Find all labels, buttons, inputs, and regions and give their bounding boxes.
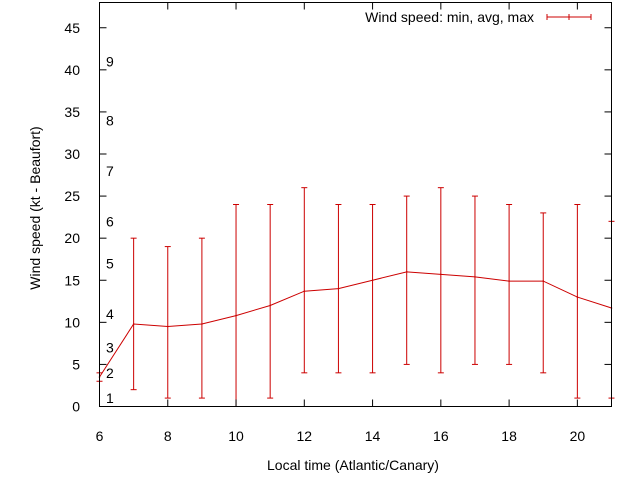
- x-axis-label: Local time (Atlantic/Canary): [267, 457, 439, 473]
- y-tick-label: 5: [72, 356, 80, 372]
- beaufort-label: 1: [106, 390, 114, 406]
- y-tick-label: 10: [64, 314, 80, 330]
- x-tick-label: 6: [96, 428, 104, 444]
- average-point: [474, 276, 476, 278]
- plot-area: [96, 187, 615, 407]
- average-point: [132, 323, 135, 325]
- error-bar: [233, 204, 240, 407]
- x-tick-label: 20: [570, 428, 586, 444]
- y-tick-label: 25: [64, 188, 80, 204]
- error-bar: [130, 237, 137, 391]
- legend-label: Wind speed: min, avg, max: [365, 9, 534, 25]
- y-tick-label: 20: [64, 230, 80, 246]
- error-bar: [369, 204, 376, 374]
- x-tick-label: 18: [501, 428, 517, 444]
- error-bar: [164, 246, 171, 399]
- error-bar: [471, 195, 478, 365]
- beaufort-label: 2: [106, 365, 114, 381]
- error-bar: [403, 195, 410, 365]
- x-tick-label: 8: [164, 428, 172, 444]
- error-bar: [301, 187, 308, 374]
- error-bar: [267, 204, 274, 399]
- error-bar: [506, 204, 513, 365]
- average-point: [269, 304, 271, 307]
- plot-frame: [99, 2, 612, 407]
- average-point: [337, 287, 340, 290]
- x-tick-label: 10: [228, 428, 244, 444]
- y-axis-label: Wind speed (kt - Beaufort): [27, 126, 43, 289]
- error-bar: [198, 237, 205, 399]
- x-tick-label: 14: [365, 428, 381, 444]
- error-bar: [540, 212, 547, 374]
- beaufort-label: 8: [106, 112, 114, 128]
- x-axis: 6 8 10 12 14 16 18 20: [96, 2, 586, 444]
- y-tick-label: 40: [64, 62, 80, 78]
- error-bar: [574, 204, 581, 399]
- average-point: [508, 280, 510, 282]
- average-point: [576, 296, 579, 298]
- beaufort-label: 7: [106, 163, 114, 179]
- average-point: [440, 273, 442, 276]
- y-tick-label: 15: [64, 272, 80, 288]
- legend: Wind speed: min, avg, max: [365, 9, 592, 25]
- x-tick-label: 16: [433, 428, 449, 444]
- error-bar: [437, 187, 444, 374]
- average-point: [371, 279, 374, 282]
- average-point: [542, 280, 545, 282]
- average-point: [201, 323, 203, 325]
- y-tick-label: 35: [64, 104, 80, 120]
- x-tick-label: 12: [297, 428, 313, 444]
- beaufort-label: 6: [106, 213, 114, 229]
- y-tick-label: 0: [72, 399, 80, 415]
- y-tick-label: 45: [64, 20, 80, 36]
- average-line: [99, 271, 612, 378]
- beaufort-label: 9: [106, 53, 114, 69]
- average-point: [235, 314, 237, 317]
- beaufort-scale: 1 2 3 4 5 6 7 8 9: [106, 53, 114, 406]
- average-point: [166, 325, 169, 328]
- average-point: [303, 290, 306, 292]
- legend-sample: [546, 14, 592, 20]
- y-tick-label: 30: [64, 146, 80, 162]
- average-point: [405, 271, 408, 273]
- beaufort-label: 4: [106, 306, 114, 322]
- beaufort-label: 5: [106, 255, 114, 271]
- beaufort-label: 3: [106, 340, 114, 356]
